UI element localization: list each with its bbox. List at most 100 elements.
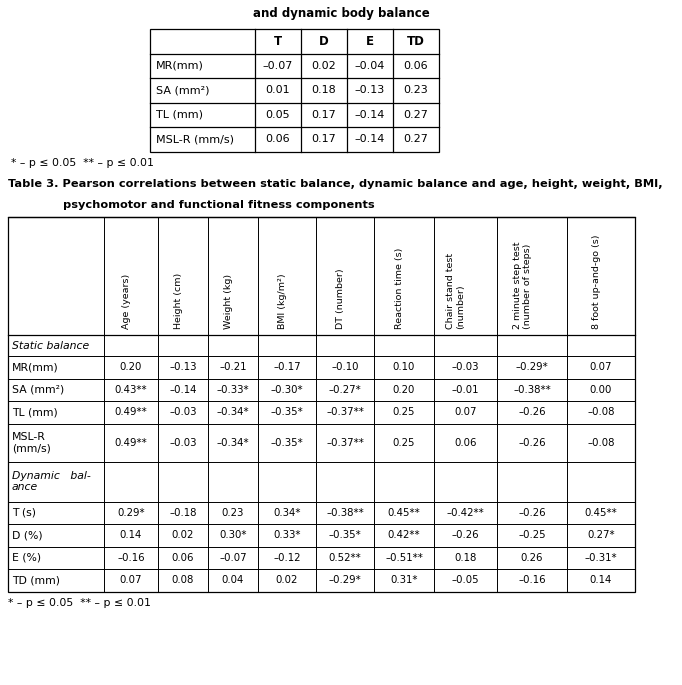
Text: –0.17: –0.17 [273,362,301,372]
Text: SA (mm²): SA (mm²) [12,385,64,395]
Text: 0.07: 0.07 [454,408,477,417]
Text: 0.20: 0.20 [120,362,142,372]
Text: 0.49**: 0.49** [115,438,147,447]
Text: –0.51**: –0.51** [385,553,423,563]
Text: 0.20: 0.20 [393,385,415,395]
Text: 2 minute step test
(number of steps): 2 minute step test (number of steps) [513,242,532,329]
Text: –0.29*: –0.29* [329,575,361,585]
Text: SA (mm²): SA (mm²) [156,85,209,95]
Text: –0.05: –0.05 [451,575,479,585]
Text: Table 3. Pearson correlations between static balance, dynamic balance and age, h: Table 3. Pearson correlations between st… [8,179,663,190]
Text: 0.45**: 0.45** [387,508,420,518]
Text: MR(mm): MR(mm) [156,61,204,71]
Text: –0.38**: –0.38** [326,508,364,518]
Text: –0.03: –0.03 [169,408,196,417]
Text: 0.30*: 0.30* [219,530,247,540]
Text: –0.30*: –0.30* [271,385,303,395]
Text: –0.08: –0.08 [587,408,614,417]
Text: –0.14: –0.14 [355,134,385,145]
Text: –0.35*: –0.35* [271,438,303,447]
Text: 0.27: 0.27 [404,110,428,120]
Text: 0.43**: 0.43** [115,385,147,395]
Text: and dynamic body balance: and dynamic body balance [252,7,430,20]
Text: 0.08: 0.08 [172,575,194,585]
Text: 0.52**: 0.52** [329,553,361,563]
Text: –0.03: –0.03 [169,438,196,447]
Text: –0.27*: –0.27* [329,385,361,395]
Text: Age (years): Age (years) [122,274,131,329]
Bar [8,218,635,592]
Bar [150,29,439,151]
Text: Static balance: Static balance [12,340,89,351]
Text: –0.38**: –0.38** [513,385,551,395]
Text: DT (number): DT (number) [336,269,345,329]
Text: 0.27: 0.27 [404,134,428,145]
Text: –0.34*: –0.34* [217,438,250,447]
Text: –0.31*: –0.31* [584,553,617,563]
Text: –0.33*: –0.33* [217,385,250,395]
Text: 0.07: 0.07 [120,575,143,585]
Text: –0.04: –0.04 [355,61,385,71]
Text: –0.07: –0.07 [219,553,247,563]
Text: TL (mm): TL (mm) [156,110,203,120]
Text: –0.13: –0.13 [169,362,196,372]
Text: E (%): E (%) [12,553,41,563]
Text: –0.08: –0.08 [587,438,614,447]
Text: E: E [366,35,374,48]
Text: Chair stand test
(number): Chair stand test (number) [446,253,466,329]
Text: –0.25: –0.25 [518,530,546,540]
Text: T (s): T (s) [12,508,36,518]
Text: 0.42**: 0.42** [387,530,420,540]
Text: –0.13: –0.13 [355,85,385,95]
Text: –0.14: –0.14 [355,110,385,120]
Text: 0.33*: 0.33* [273,530,301,540]
Text: 0.05: 0.05 [266,110,291,120]
Text: –0.26: –0.26 [518,508,546,518]
Text: D: D [319,35,329,48]
Text: –0.16: –0.16 [117,553,145,563]
Text: –0.16: –0.16 [518,575,546,585]
Text: MSL-R (mm/s): MSL-R (mm/s) [156,134,234,145]
Text: 0.27*: 0.27* [587,530,614,540]
Text: –0.03: –0.03 [451,362,479,372]
Text: –0.34*: –0.34* [217,408,250,417]
Text: –0.26: –0.26 [518,438,546,447]
Text: 0.29*: 0.29* [117,508,145,518]
Text: 0.18: 0.18 [312,85,336,95]
Text: TD (mm): TD (mm) [12,575,60,585]
Text: 0.14: 0.14 [120,530,142,540]
Text: –0.01: –0.01 [451,385,479,395]
Text: 0.10: 0.10 [393,362,415,372]
Text: 0.17: 0.17 [312,110,336,120]
Text: MR(mm): MR(mm) [12,362,59,372]
Text: 0.06: 0.06 [172,553,194,563]
Text: –0.37**: –0.37** [326,408,364,417]
Text: Weight (kg): Weight (kg) [224,275,233,329]
Text: –0.26: –0.26 [451,530,479,540]
Text: 0.18: 0.18 [454,553,477,563]
Text: 0.07: 0.07 [590,362,612,372]
Text: –0.14: –0.14 [169,385,196,395]
Text: –0.12: –0.12 [273,553,301,563]
Text: 0.25: 0.25 [393,408,415,417]
Text: T: T [274,35,282,48]
Text: –0.10: –0.10 [331,362,359,372]
Text: 0.02: 0.02 [276,575,298,585]
Text: * – p ≤ 0.05  ** – p ≤ 0.01: * – p ≤ 0.05 ** – p ≤ 0.01 [8,599,151,608]
Text: psychomotor and functional fitness components: psychomotor and functional fitness compo… [63,199,374,210]
Text: 0.34*: 0.34* [273,508,301,518]
Text: 0.23: 0.23 [222,508,244,518]
Text: 0.49**: 0.49** [115,408,147,417]
Text: TD: TD [407,35,425,48]
Text: 0.06: 0.06 [454,438,477,447]
Text: –0.07: –0.07 [263,61,293,71]
Text: 0.02: 0.02 [312,61,336,71]
Text: 0.06: 0.06 [404,61,428,71]
Text: 0.01: 0.01 [266,85,291,95]
Text: –0.42**: –0.42** [447,508,484,518]
Text: TL (mm): TL (mm) [12,408,58,417]
Text: * – p ≤ 0.05  ** – p ≤ 0.01: * – p ≤ 0.05 ** – p ≤ 0.01 [11,158,154,168]
Text: 0.17: 0.17 [312,134,336,145]
Text: 0.00: 0.00 [590,385,612,395]
Text: –0.37**: –0.37** [326,438,364,447]
